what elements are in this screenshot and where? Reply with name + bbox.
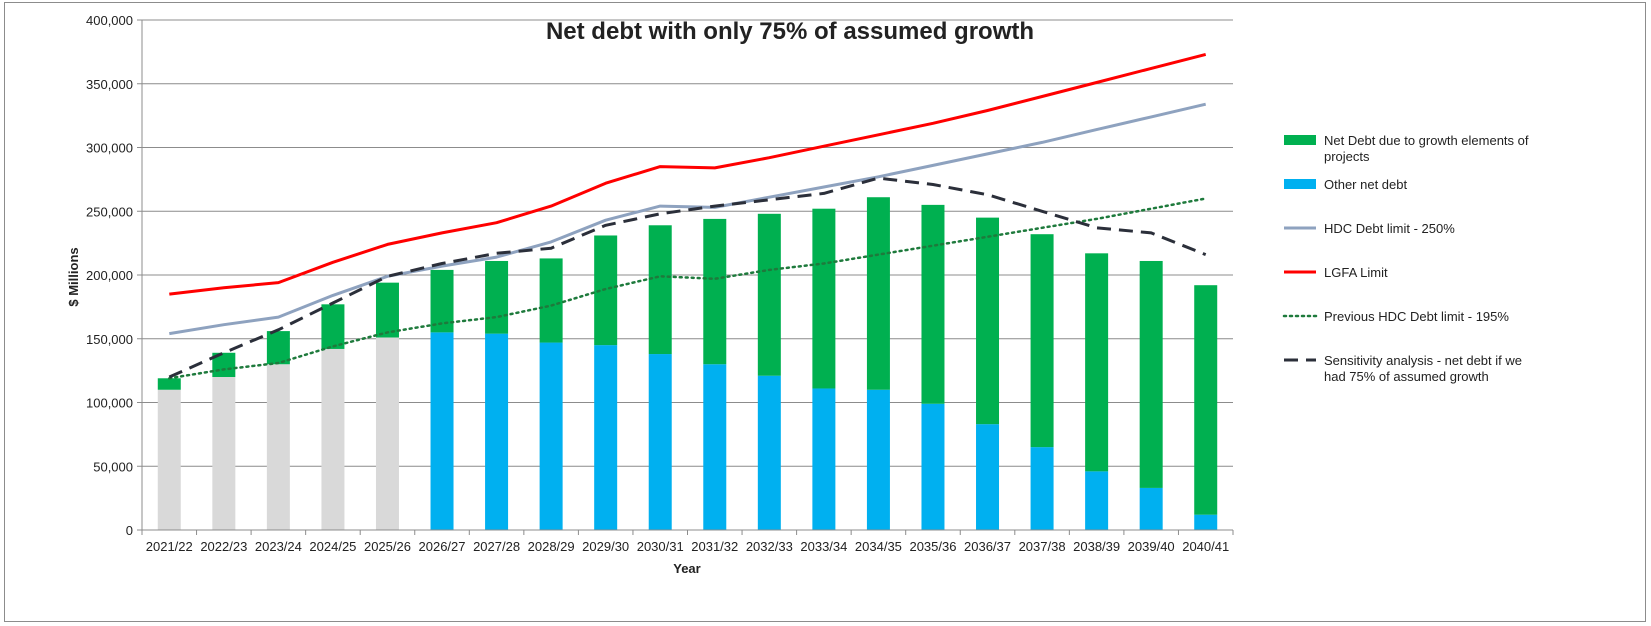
- x-tick-label: 2036/37: [964, 539, 1011, 554]
- series-line-3: [168, 176, 1207, 379]
- legend-swatch: [1284, 179, 1316, 189]
- bar-historical: [266, 364, 290, 530]
- bar-other-net-debt: [1085, 471, 1109, 530]
- x-tick-label: 2022/23: [200, 539, 247, 554]
- bar-growth-net-debt: [485, 260, 509, 334]
- x-tick-label: 2040/41: [1182, 539, 1229, 554]
- bar-other-net-debt: [1194, 514, 1218, 530]
- gridlines: [142, 19, 1233, 467]
- bar-historical: [212, 377, 236, 530]
- bar-other-net-debt: [539, 342, 563, 530]
- bars: [157, 197, 1218, 530]
- bar-growth-net-debt: [757, 213, 781, 376]
- y-tick-label: 200,000: [86, 268, 133, 283]
- bar-historical: [321, 348, 345, 530]
- x-tick-label: 2034/35: [855, 539, 902, 554]
- bar-growth-net-debt: [375, 282, 399, 338]
- legend-swatch: [1284, 135, 1316, 145]
- bar-growth-net-debt: [539, 258, 563, 343]
- x-tick-label: 2026/27: [419, 539, 466, 554]
- bar-other-net-debt: [921, 403, 945, 530]
- x-tick-label: 2031/32: [691, 539, 738, 554]
- x-tick-label: 2033/34: [800, 539, 847, 554]
- bar-growth-net-debt: [703, 218, 727, 365]
- chart: 0 50,000 100,000 150,000 200,000 250,000 300,0…: [66, 13, 1529, 576]
- legend-label: Sensitivity analysis - net debt if we: [1324, 353, 1522, 368]
- bar-other-net-debt: [703, 364, 727, 530]
- bar-other-net-debt: [1030, 447, 1054, 530]
- series-line-1: [169, 52, 1207, 296]
- y-tick-label: 300,000: [86, 141, 133, 156]
- bar-growth-net-debt: [866, 197, 890, 390]
- bar-other-net-debt: [976, 424, 1000, 530]
- x-tick-label: 2023/24: [255, 539, 302, 554]
- x-tick-label: 2030/31: [637, 539, 684, 554]
- legend-label: HDC Debt limit - 250%: [1324, 221, 1455, 236]
- bar-other-net-debt: [866, 389, 890, 530]
- legend-label: Net Debt due to growth elements of: [1324, 133, 1529, 148]
- bar-other-net-debt: [485, 333, 509, 530]
- bar-growth-net-debt: [812, 208, 836, 389]
- bar-growth-net-debt: [976, 217, 1000, 425]
- y-tick-label: 400,000: [86, 13, 133, 28]
- x-tick-label: 2028/29: [528, 539, 575, 554]
- bar-growth-net-debt: [430, 269, 454, 333]
- bar-growth-net-debt: [1030, 234, 1054, 448]
- y-tick-label: 150,000: [86, 332, 133, 347]
- bar-growth-net-debt: [321, 304, 345, 349]
- legend-label: had 75% of assumed growth: [1324, 369, 1489, 384]
- bar-other-net-debt: [812, 388, 836, 530]
- x-tick-label: 2025/26: [364, 539, 411, 554]
- legend-label: LGFA Limit: [1324, 265, 1388, 280]
- legend-label: projects: [1324, 149, 1370, 164]
- legend: Net Debt due to growth elements ofprojec…: [1282, 133, 1529, 384]
- series-line-0: [169, 102, 1207, 336]
- y-tick-label: 250,000: [86, 204, 133, 219]
- chart-frame: 0 50,000 100,000 150,000 200,000 250,000 300,0…: [4, 2, 1646, 622]
- bar-growth-net-debt: [266, 331, 290, 365]
- legend-label: Other net debt: [1324, 177, 1407, 192]
- axes: 0 50,000 100,000 150,000 200,000 250,000 300,0…: [86, 13, 1234, 554]
- x-tick-label: 2032/33: [746, 539, 793, 554]
- x-tick-label: 2037/38: [1019, 539, 1066, 554]
- bar-growth-net-debt: [1194, 285, 1218, 515]
- bar-historical: [375, 337, 399, 530]
- bar-other-net-debt: [1139, 487, 1163, 530]
- bar-other-net-debt: [648, 354, 672, 530]
- y-tick-label: 0: [126, 523, 133, 538]
- bar-historical: [157, 389, 181, 530]
- bar-other-net-debt: [757, 375, 781, 530]
- series-lines: [168, 52, 1207, 380]
- y-tick-label: 100,000: [86, 396, 133, 411]
- bar-other-net-debt: [594, 345, 618, 530]
- x-tick-label: 2035/36: [909, 539, 956, 554]
- x-tick-label: 2039/40: [1128, 539, 1175, 554]
- bar-growth-net-debt: [1139, 260, 1163, 488]
- bar-growth-net-debt: [921, 204, 945, 404]
- chart-title: Net debt with only 75% of assumed growth: [546, 18, 1034, 45]
- y-axis-title: $ Millions: [66, 247, 81, 306]
- legend-label: Previous HDC Debt limit - 195%: [1324, 309, 1509, 324]
- bar-growth-net-debt: [1085, 253, 1109, 472]
- y-tick-label: 50,000: [93, 459, 133, 474]
- bar-other-net-debt: [430, 332, 454, 530]
- x-axis-title: Year: [673, 561, 700, 576]
- series-line-2: [168, 197, 1207, 380]
- x-tick-label: 2024/25: [309, 539, 356, 554]
- x-tick-label: 2038/39: [1073, 539, 1120, 554]
- y-tick-label: 350,000: [86, 77, 133, 92]
- bar-growth-net-debt: [157, 378, 181, 390]
- x-tick-label: 2021/22: [146, 539, 193, 554]
- x-tick-label: 2027/28: [473, 539, 520, 554]
- x-tick-label: 2029/30: [582, 539, 629, 554]
- bar-growth-net-debt: [648, 225, 672, 355]
